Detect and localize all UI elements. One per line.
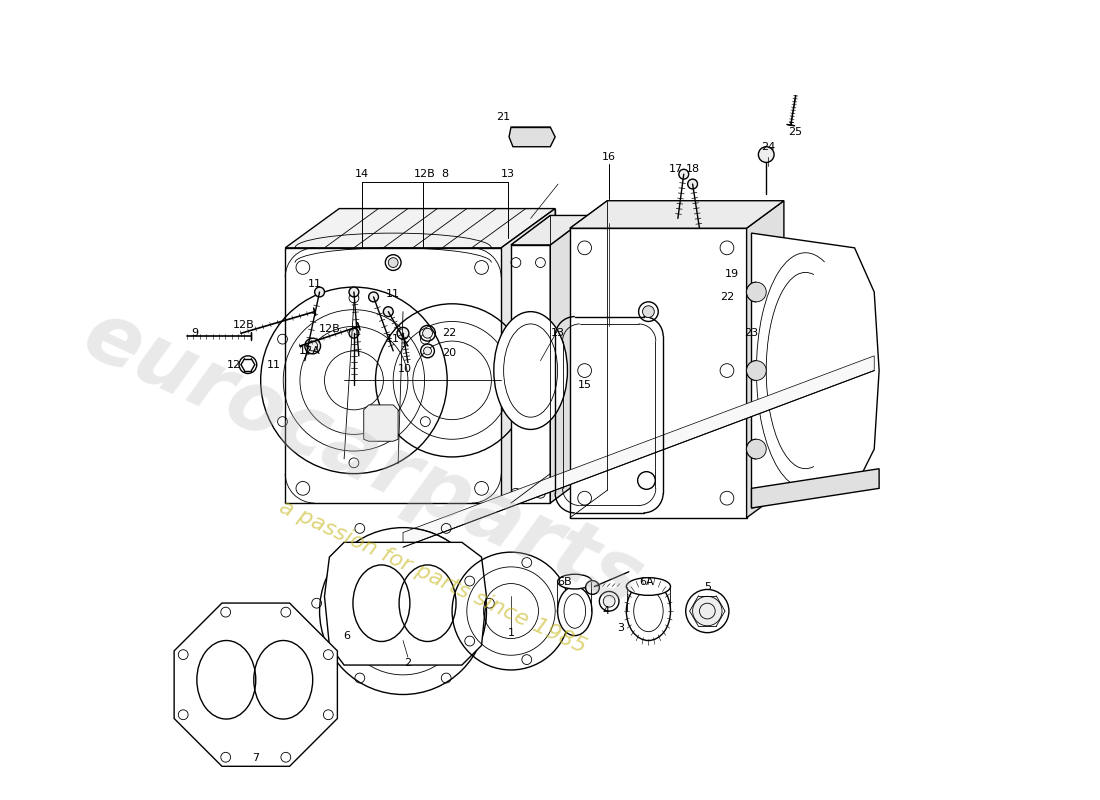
Text: 12A: 12A: [299, 346, 320, 356]
Text: 6: 6: [343, 630, 351, 641]
Circle shape: [747, 439, 767, 459]
Text: 11: 11: [386, 334, 400, 344]
Polygon shape: [509, 127, 556, 146]
Text: 16: 16: [602, 151, 616, 162]
Text: 2: 2: [405, 658, 411, 668]
Text: 20: 20: [442, 348, 456, 358]
Text: 11: 11: [266, 360, 280, 370]
Text: 5: 5: [704, 582, 711, 591]
Text: 25: 25: [789, 127, 803, 137]
Polygon shape: [512, 245, 550, 503]
Text: 11: 11: [308, 279, 321, 289]
Circle shape: [603, 595, 615, 607]
Text: 14: 14: [354, 170, 368, 179]
Text: 6A: 6A: [639, 577, 653, 586]
Text: 15: 15: [578, 380, 592, 390]
Text: 21: 21: [496, 112, 510, 122]
Text: 6B: 6B: [558, 577, 572, 586]
Circle shape: [679, 170, 689, 179]
Text: 22: 22: [719, 292, 734, 302]
Text: 11: 11: [386, 289, 400, 299]
Circle shape: [585, 581, 600, 594]
Text: 22: 22: [442, 328, 456, 338]
Text: 12B: 12B: [319, 324, 340, 334]
Polygon shape: [570, 201, 784, 228]
Polygon shape: [747, 201, 784, 518]
Polygon shape: [364, 405, 398, 442]
Text: 13: 13: [551, 328, 565, 338]
Polygon shape: [550, 215, 590, 503]
Circle shape: [397, 327, 409, 339]
Text: 24: 24: [761, 142, 776, 152]
Text: 1: 1: [507, 628, 515, 638]
Circle shape: [747, 361, 767, 380]
Ellipse shape: [626, 582, 671, 641]
Circle shape: [688, 179, 697, 189]
Text: 19: 19: [725, 270, 739, 279]
Circle shape: [349, 328, 359, 338]
Text: 12B: 12B: [233, 320, 255, 330]
Polygon shape: [339, 209, 556, 464]
Circle shape: [758, 146, 774, 162]
Polygon shape: [502, 209, 556, 503]
Text: a passion for parts since 1985: a passion for parts since 1985: [276, 497, 590, 657]
Ellipse shape: [558, 586, 592, 636]
Text: 3: 3: [617, 622, 625, 633]
Ellipse shape: [558, 574, 592, 589]
Polygon shape: [512, 215, 590, 245]
Text: 9: 9: [191, 328, 198, 338]
Circle shape: [305, 338, 320, 354]
Text: 17: 17: [669, 164, 683, 174]
Circle shape: [315, 287, 324, 297]
Circle shape: [388, 258, 398, 267]
Text: eurocarparts: eurocarparts: [72, 294, 657, 624]
Ellipse shape: [626, 578, 671, 595]
Text: 12B: 12B: [414, 170, 436, 179]
Text: 7: 7: [252, 754, 260, 763]
Text: 4: 4: [603, 606, 609, 616]
Polygon shape: [174, 603, 338, 766]
Polygon shape: [570, 228, 747, 518]
Text: 23: 23: [745, 328, 759, 338]
Polygon shape: [751, 469, 879, 508]
Polygon shape: [285, 248, 502, 503]
Circle shape: [422, 328, 432, 338]
Circle shape: [384, 306, 393, 317]
Polygon shape: [324, 542, 486, 665]
Polygon shape: [403, 356, 874, 547]
Circle shape: [747, 282, 767, 302]
Text: 12: 12: [227, 360, 241, 370]
Circle shape: [424, 347, 431, 355]
Circle shape: [642, 306, 654, 318]
Text: 10: 10: [398, 363, 412, 374]
Text: 18: 18: [685, 164, 700, 174]
Circle shape: [349, 287, 359, 297]
Circle shape: [693, 596, 722, 626]
Ellipse shape: [494, 312, 568, 430]
Polygon shape: [285, 209, 556, 248]
Text: 13: 13: [500, 170, 515, 179]
Circle shape: [368, 292, 378, 302]
Text: 8: 8: [442, 170, 449, 179]
Polygon shape: [751, 233, 879, 508]
